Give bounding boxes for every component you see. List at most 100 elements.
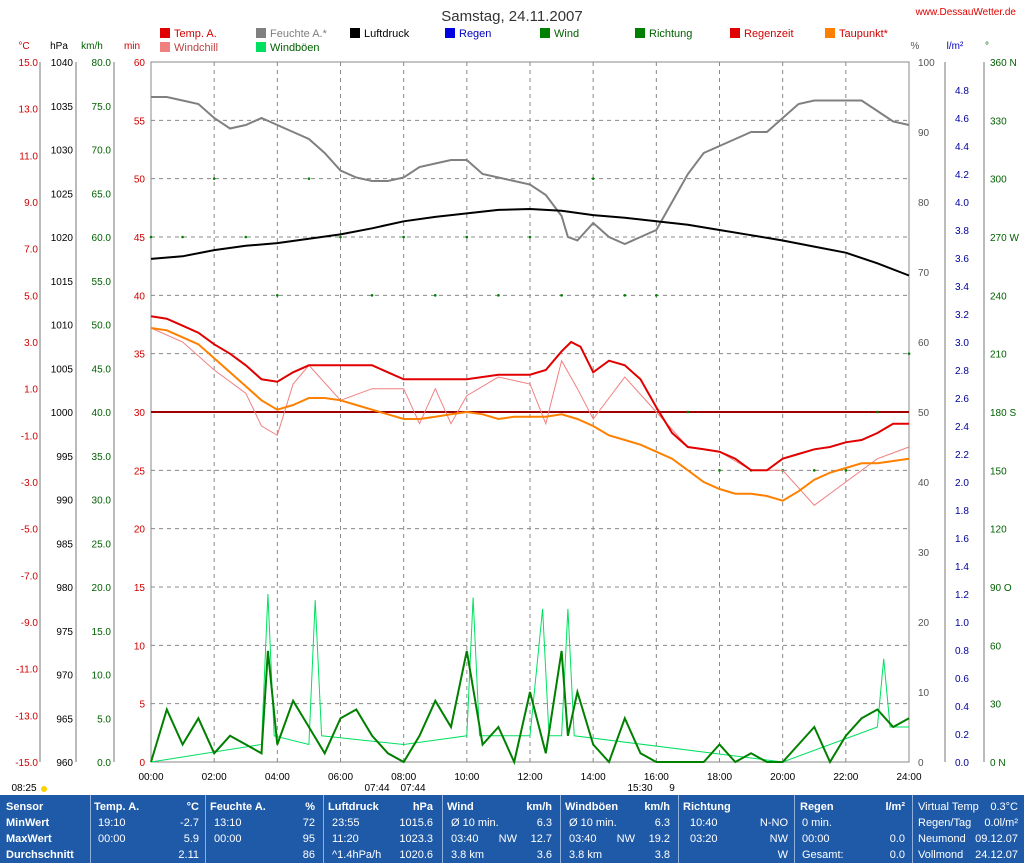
pressure-line <box>150 207 910 277</box>
chart-title: Samstag, 24.11.2007 <box>441 8 583 25</box>
sun-event-label: 07:44 <box>364 783 389 794</box>
stats-header: Temp. A. <box>94 801 140 813</box>
legend-swatch <box>160 28 170 38</box>
temp-tick: -1.0 <box>21 431 39 442</box>
legend-label: Regen <box>459 28 491 40</box>
stats-value: NW <box>769 833 788 845</box>
direction-point <box>276 294 279 297</box>
temp-tick: 11.0 <box>19 151 38 162</box>
rain-tick: 4.6 <box>955 114 969 125</box>
rain-tick: 4.0 <box>955 198 969 209</box>
dir-tick: 330 <box>990 116 1007 127</box>
axis-unit: min <box>124 41 140 52</box>
direction-point <box>560 294 563 297</box>
dir-tick: 30 <box>990 700 1002 711</box>
axis-unit: °C <box>18 41 29 52</box>
legend-swatch <box>825 28 835 38</box>
wind-tick: 5.0 <box>97 714 111 725</box>
temp-tick: 5.0 <box>24 291 38 302</box>
direction-point <box>591 177 595 180</box>
direction-point <box>718 469 721 472</box>
stats-time: 0 min. <box>802 817 832 829</box>
humidity-tick: 80 <box>918 198 930 209</box>
rain-tick: 4.4 <box>955 142 969 153</box>
legend-swatch <box>350 28 360 38</box>
stats-time: Regen/Tag <box>918 817 972 829</box>
pressure-tick: 985 <box>56 539 73 550</box>
stats-header: Feuchte A. <box>210 801 266 813</box>
rain-tick: 4.2 <box>955 170 969 181</box>
wind-tick: 55.0 <box>92 277 112 288</box>
legend-swatch <box>445 28 455 38</box>
direction-point <box>212 177 216 180</box>
raintime-tick: 20 <box>134 525 146 536</box>
pressure-tick: 1040 <box>51 58 74 69</box>
legend-label: Richtung <box>649 28 692 40</box>
stats-header: Richtung <box>683 801 731 813</box>
stats-value: 19.2 <box>648 833 670 845</box>
rain-tick: 1.2 <box>955 590 969 601</box>
raintime-tick: 40 <box>134 291 146 302</box>
direction-point <box>244 235 248 239</box>
stats-value: 5.9 <box>183 833 199 845</box>
stats-header: Luftdruck <box>328 801 379 813</box>
stats-value: 0.0l/m² <box>984 817 1018 829</box>
weather-chart: Samstag, 24.11.2007 www.DessauWetter.de Te… <box>11 7 1019 794</box>
rain-tick: 3.4 <box>955 282 969 293</box>
stats-time: 3.8 km <box>569 849 603 861</box>
wind-tick: 10.0 <box>92 671 112 682</box>
raintime-tick: 35 <box>134 350 146 361</box>
humidity-tick: 60 <box>918 338 930 349</box>
rain-tick: 4.8 <box>955 86 969 97</box>
stats-value: 12.7 <box>530 833 552 845</box>
raintime-tick: 0 <box>139 758 145 769</box>
stats-value: 1023.3 <box>399 833 433 845</box>
direction-point <box>433 294 437 297</box>
axis-unit: % <box>911 41 920 52</box>
stats-unit: °C <box>186 801 199 813</box>
legend-swatch <box>730 28 740 38</box>
legend-label: Feuchte A.* <box>270 28 328 40</box>
stats-value: 72 <box>302 817 315 829</box>
dewpoint-line <box>150 327 910 502</box>
temp-tick: -11.0 <box>16 665 38 676</box>
time-tick: 02:00 <box>202 772 227 783</box>
humidity-tick: 30 <box>918 548 930 559</box>
legend-swatch <box>540 28 550 38</box>
raintime-tick: 5 <box>139 700 145 711</box>
legend-swatch <box>160 42 170 52</box>
dir-tick: 0 N <box>990 758 1006 769</box>
wind-tick: 60.0 <box>92 233 112 244</box>
wind-tick: 40.0 <box>92 408 112 419</box>
rain-tick: 3.8 <box>955 226 969 237</box>
rain-tick: 0.8 <box>955 646 969 657</box>
stats-separator <box>912 795 913 863</box>
stats-separator <box>678 795 679 863</box>
stats-header: Regen <box>800 801 834 813</box>
wind-tick: 65.0 <box>92 189 112 200</box>
stats-time: 23:55 <box>332 817 360 829</box>
stats-value: 95 <box>302 833 315 845</box>
stats-time: Ø 10 min. <box>451 817 499 829</box>
moon-event-label: 9 <box>669 783 675 794</box>
stats-value: 09.12.07 <box>975 833 1018 845</box>
dir-tick: 300 <box>990 175 1007 186</box>
dir-tick: 240 <box>990 291 1007 302</box>
stats-unit: km/h <box>526 801 552 813</box>
axis-unit: l/m² <box>947 41 964 52</box>
stats-row-label: MinWert <box>6 817 50 829</box>
direction-point <box>623 294 627 297</box>
direction-point <box>149 235 153 239</box>
stats-value: 1020.6 <box>399 849 433 861</box>
stats-time: 03:40 <box>451 833 479 845</box>
legend-label: Temp. A. <box>174 28 217 40</box>
wind-tick: 75.0 <box>92 102 112 113</box>
direction-point <box>812 469 816 472</box>
dir-tick: 150 <box>990 466 1007 477</box>
stats-time: 13:10 <box>214 817 242 829</box>
raintime-tick: 15 <box>134 583 146 594</box>
humidity-line <box>151 96 910 246</box>
stats-time: 00:00 <box>98 833 126 845</box>
dir-tick: 360 N <box>990 58 1017 69</box>
pressure-tick: 1030 <box>51 146 74 157</box>
